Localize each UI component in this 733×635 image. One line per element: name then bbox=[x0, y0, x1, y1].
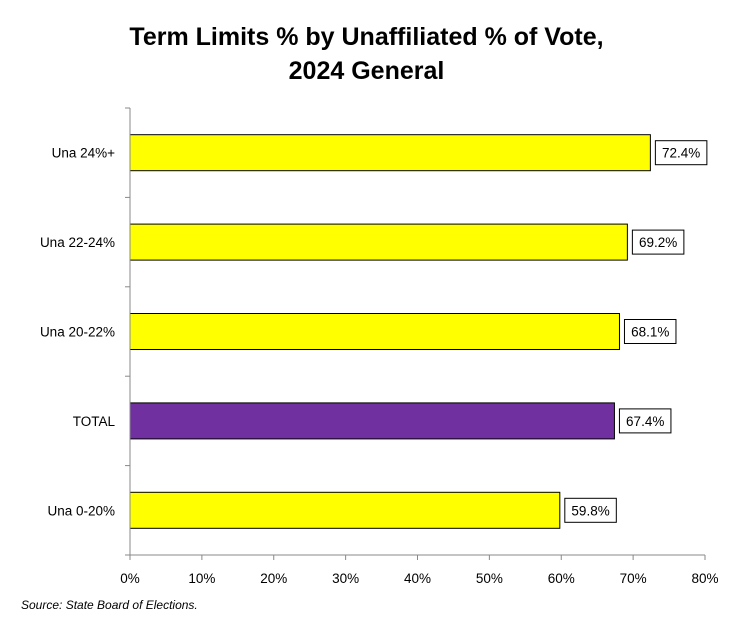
chart-title: Term Limits % by Unaffiliated % of Vote,… bbox=[0, 20, 733, 88]
bar bbox=[129, 491, 561, 529]
data-label-box bbox=[623, 319, 677, 344]
chart-title-line-2: 2024 General bbox=[288, 57, 445, 85]
data-label-box bbox=[564, 497, 617, 523]
category-label: Una 24%+ bbox=[52, 146, 116, 161]
x-tick-label: 60% bbox=[548, 571, 575, 586]
data-label: 69.2% bbox=[639, 235, 677, 250]
source-note: Source: State Board of Elections. bbox=[21, 598, 198, 612]
data-label: 68.1% bbox=[631, 325, 669, 340]
bar bbox=[129, 313, 620, 350]
x-tick-label: 20% bbox=[260, 571, 287, 586]
data-label: 72.4% bbox=[662, 146, 700, 161]
x-tick-label: 50% bbox=[476, 571, 503, 586]
data-label-box bbox=[618, 408, 672, 434]
category-label: Una 22-24% bbox=[40, 235, 115, 250]
bar bbox=[129, 223, 628, 261]
x-tick-label: 40% bbox=[404, 571, 431, 586]
x-tick-label: 80% bbox=[691, 571, 718, 586]
category-label: TOTAL bbox=[73, 414, 116, 429]
data-label: 59.8% bbox=[571, 503, 609, 518]
data-label-box bbox=[631, 229, 685, 255]
data-label-box bbox=[654, 140, 708, 166]
x-tick-label: 70% bbox=[620, 571, 647, 586]
x-tick-label: 10% bbox=[188, 571, 215, 586]
bar bbox=[129, 402, 615, 440]
x-tick-label: 30% bbox=[332, 571, 359, 586]
data-label: 67.4% bbox=[626, 414, 664, 429]
chart-title-line-1: Term Limits % by Unaffiliated % of Vote, bbox=[129, 23, 604, 51]
bar bbox=[129, 134, 651, 172]
category-label: Una 20-22% bbox=[40, 325, 115, 340]
category-label: Una 0-20% bbox=[47, 503, 115, 518]
x-tick-label: 0% bbox=[120, 571, 140, 586]
